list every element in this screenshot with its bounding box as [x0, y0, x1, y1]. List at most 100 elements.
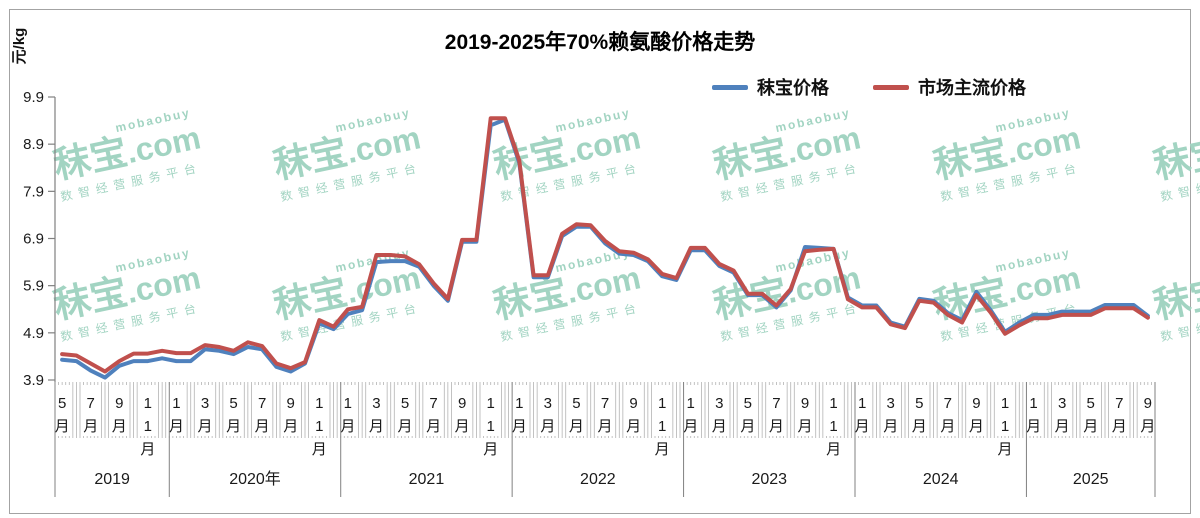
svg-text:6.9: 6.9 — [23, 231, 44, 248]
legend-item-mobao-price: 秣宝价格 — [712, 74, 829, 100]
svg-text:1: 1 — [858, 395, 866, 412]
svg-text:月: 月 — [1055, 418, 1070, 435]
svg-text:月: 月 — [540, 418, 555, 435]
series-line-market-price — [60, 116, 1150, 374]
y-axis: 3.9 4.9 5.9 6.9 7.9 8.9 9.9 — [23, 89, 56, 389]
svg-text:月: 月 — [912, 418, 927, 435]
svg-text:3: 3 — [715, 395, 723, 412]
svg-text:月: 月 — [483, 441, 498, 458]
svg-text:1: 1 — [315, 418, 323, 435]
svg-text:2021: 2021 — [409, 471, 445, 488]
svg-text:月: 月 — [712, 418, 727, 435]
svg-text:7: 7 — [258, 395, 266, 412]
svg-text:月: 月 — [312, 441, 327, 458]
svg-text:月: 月 — [569, 418, 584, 435]
svg-text:3: 3 — [1058, 395, 1066, 412]
svg-text:1: 1 — [1001, 418, 1009, 435]
svg-text:1: 1 — [487, 418, 495, 435]
svg-text:月: 月 — [169, 418, 184, 435]
legend-swatch-blue — [712, 84, 748, 90]
svg-text:1: 1 — [172, 395, 180, 412]
svg-text:5: 5 — [572, 395, 580, 412]
svg-text:7.9: 7.9 — [23, 183, 44, 200]
svg-text:5: 5 — [1087, 395, 1095, 412]
svg-text:月: 月 — [597, 418, 612, 435]
svg-text:月: 月 — [683, 418, 698, 435]
svg-text:9: 9 — [972, 395, 980, 412]
svg-text:1: 1 — [687, 395, 695, 412]
svg-text:月: 月 — [740, 418, 755, 435]
svg-text:9: 9 — [629, 395, 637, 412]
svg-text:月: 月 — [826, 441, 841, 458]
svg-text:月: 月 — [512, 418, 527, 435]
svg-text:9: 9 — [458, 395, 466, 412]
svg-text:月: 月 — [855, 418, 870, 435]
svg-text:月: 月 — [655, 441, 670, 458]
svg-text:1: 1 — [344, 395, 352, 412]
svg-text:3.9: 3.9 — [23, 372, 44, 389]
svg-text:1: 1 — [515, 395, 523, 412]
svg-text:月: 月 — [940, 418, 955, 435]
svg-text:9: 9 — [115, 395, 123, 412]
svg-text:2020年: 2020年 — [229, 470, 281, 488]
svg-text:2024: 2024 — [923, 471, 959, 488]
legend-label-mobao-price: 秣宝价格 — [757, 78, 829, 98]
svg-text:5: 5 — [401, 395, 409, 412]
svg-text:月: 月 — [369, 418, 384, 435]
svg-text:月: 月 — [1140, 418, 1155, 435]
chart-title: 2019-2025年70%赖氨酸价格走势 — [444, 31, 756, 54]
svg-text:月: 月 — [255, 418, 270, 435]
svg-text:2019: 2019 — [94, 471, 130, 488]
svg-text:1: 1 — [658, 395, 666, 412]
legend-label-market-price: 市场主流价格 — [918, 78, 1026, 98]
svg-text:1: 1 — [144, 418, 152, 435]
svg-text:1: 1 — [487, 395, 495, 412]
svg-text:月: 月 — [83, 418, 98, 435]
svg-text:1: 1 — [829, 418, 837, 435]
figure-border — [9, 9, 1191, 514]
svg-text:月: 月 — [426, 418, 441, 435]
svg-text:9: 9 — [801, 395, 809, 412]
svg-text:3: 3 — [887, 395, 895, 412]
svg-text:1: 1 — [315, 395, 323, 412]
svg-text:月: 月 — [283, 418, 298, 435]
svg-text:2025: 2025 — [1073, 471, 1109, 488]
svg-text:5: 5 — [229, 395, 237, 412]
svg-text:7: 7 — [944, 395, 952, 412]
svg-text:5.9: 5.9 — [23, 278, 44, 295]
svg-text:4.9: 4.9 — [23, 325, 44, 342]
x-axis-year-labels: 2019 2020年 2021 2022 2023 2024 2025 — [54, 382, 1156, 497]
y-axis-unit-label: 元/kg — [11, 27, 28, 65]
svg-text:月: 月 — [969, 418, 984, 435]
svg-text:1: 1 — [144, 395, 152, 412]
svg-text:7: 7 — [1115, 395, 1123, 412]
legend-swatch-red — [873, 84, 909, 90]
svg-text:月: 月 — [112, 418, 127, 435]
svg-text:8.9: 8.9 — [23, 136, 44, 153]
svg-text:1: 1 — [1001, 395, 1009, 412]
svg-text:月: 月 — [769, 418, 784, 435]
svg-text:7: 7 — [601, 395, 609, 412]
svg-text:月: 月 — [797, 418, 812, 435]
svg-text:5: 5 — [915, 395, 923, 412]
svg-text:月: 月 — [883, 418, 898, 435]
legend-item-market-price: 市场主流价格 — [873, 74, 1026, 100]
svg-text:9: 9 — [1144, 395, 1152, 412]
svg-text:2023: 2023 — [751, 471, 787, 488]
svg-text:1: 1 — [829, 395, 837, 412]
svg-text:月: 月 — [1026, 418, 1041, 435]
svg-text:3: 3 — [372, 395, 380, 412]
legend: 秣宝价格 市场主流价格 — [712, 74, 1026, 100]
svg-text:月: 月 — [140, 441, 155, 458]
svg-text:5: 5 — [744, 395, 752, 412]
svg-text:7: 7 — [772, 395, 780, 412]
svg-text:月: 月 — [55, 418, 70, 435]
svg-text:9: 9 — [287, 395, 295, 412]
svg-text:月: 月 — [455, 418, 470, 435]
svg-text:月: 月 — [1083, 418, 1098, 435]
svg-text:5: 5 — [58, 395, 66, 412]
svg-text:7: 7 — [87, 395, 95, 412]
svg-text:7: 7 — [429, 395, 437, 412]
